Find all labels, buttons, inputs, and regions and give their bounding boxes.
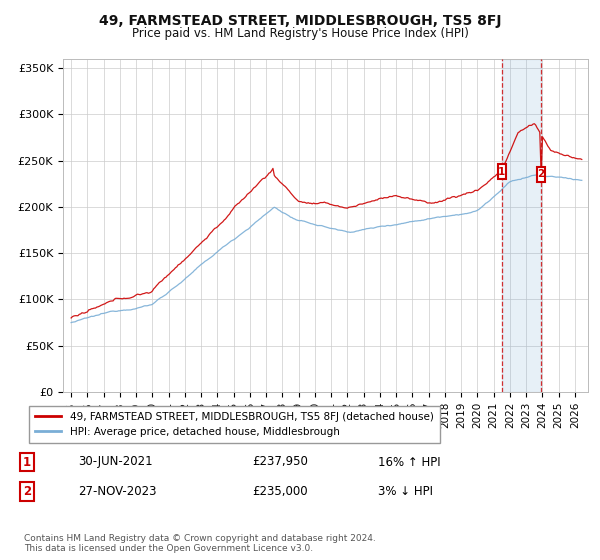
Text: 1: 1 xyxy=(498,167,505,177)
Text: £235,000: £235,000 xyxy=(252,485,308,498)
Text: 49, FARMSTEAD STREET, MIDDLESBROUGH, TS5 8FJ: 49, FARMSTEAD STREET, MIDDLESBROUGH, TS5… xyxy=(99,14,501,28)
Legend: 49, FARMSTEAD STREET, MIDDLESBROUGH, TS5 8FJ (detached house), HPI: Average pric: 49, FARMSTEAD STREET, MIDDLESBROUGH, TS5… xyxy=(29,405,440,444)
Text: £237,950: £237,950 xyxy=(252,455,308,469)
Text: 2: 2 xyxy=(23,485,31,498)
Text: 3% ↓ HPI: 3% ↓ HPI xyxy=(378,485,433,498)
Text: 30-JUN-2021: 30-JUN-2021 xyxy=(78,455,152,469)
Bar xyxy=(502,59,541,392)
Text: 16% ↑ HPI: 16% ↑ HPI xyxy=(378,455,440,469)
Bar xyxy=(497,164,506,179)
Text: Contains HM Land Registry data © Crown copyright and database right 2024.
This d: Contains HM Land Registry data © Crown c… xyxy=(24,534,376,553)
Text: Price paid vs. HM Land Registry's House Price Index (HPI): Price paid vs. HM Land Registry's House … xyxy=(131,27,469,40)
Text: 1: 1 xyxy=(23,455,31,469)
Bar xyxy=(537,167,545,182)
Text: 27-NOV-2023: 27-NOV-2023 xyxy=(78,485,157,498)
Text: 2: 2 xyxy=(537,170,544,180)
